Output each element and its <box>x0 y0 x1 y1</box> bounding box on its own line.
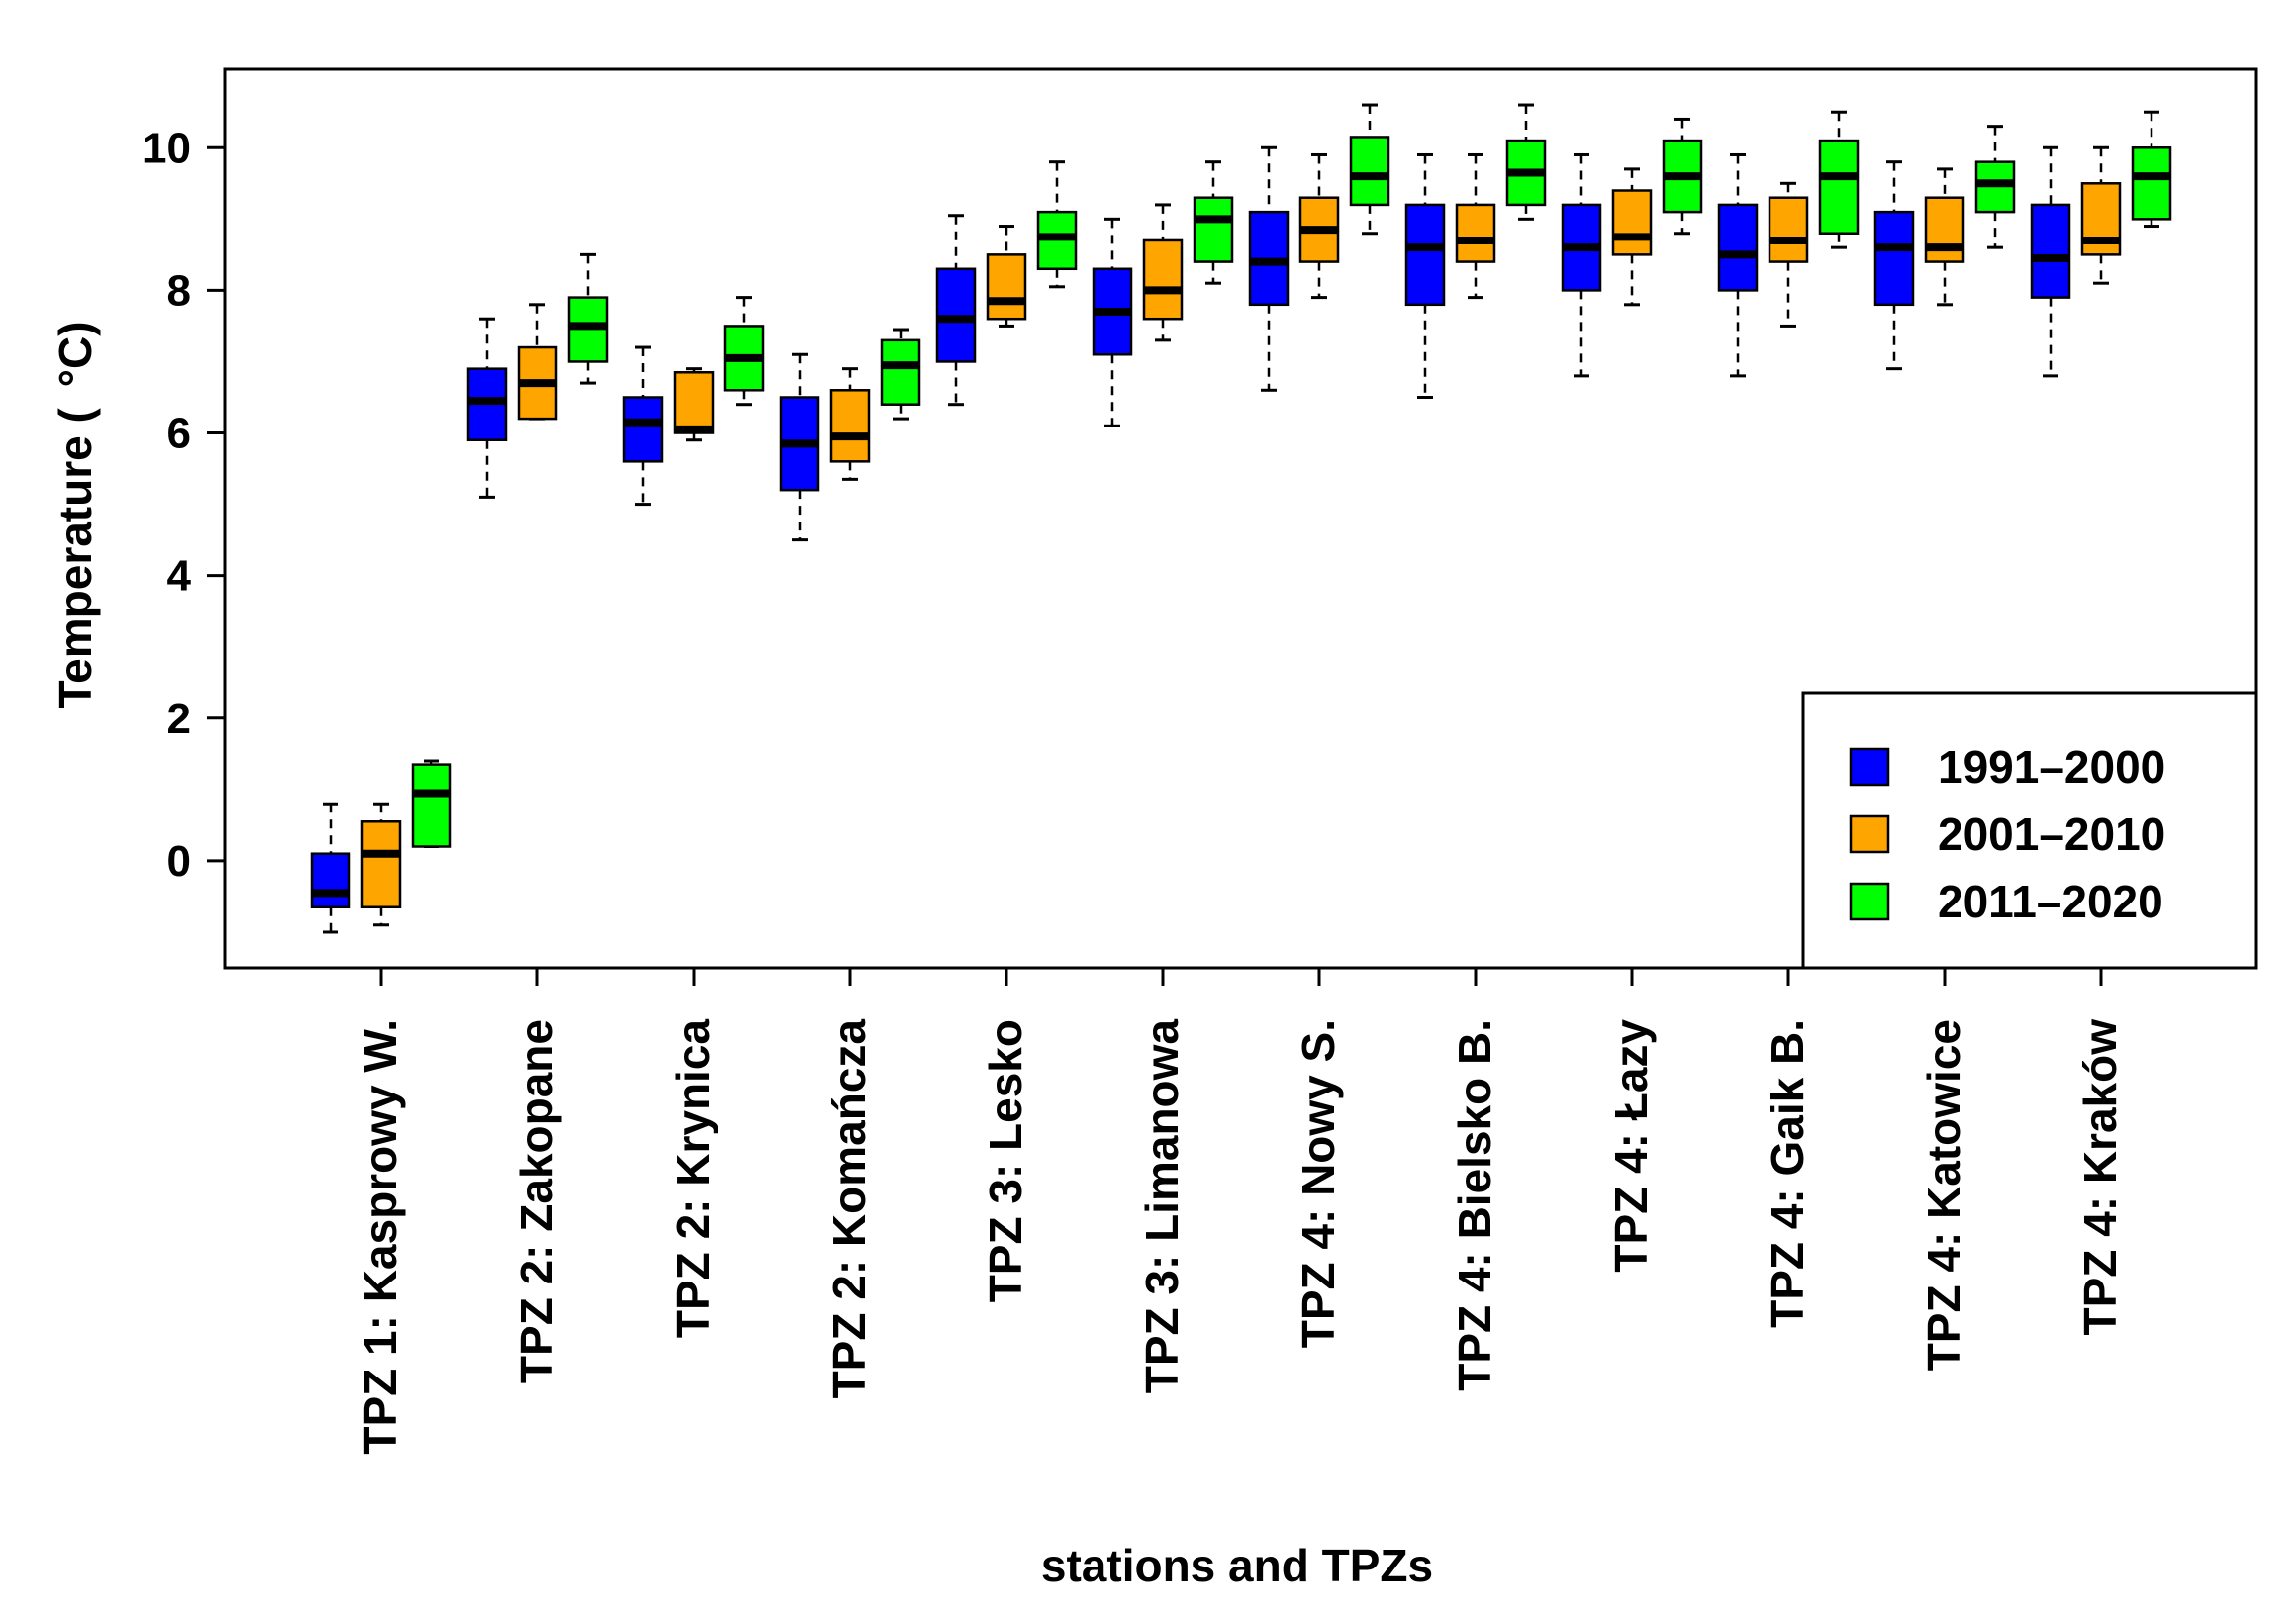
box-2-9 <box>1818 110 1860 249</box>
legend-swatch <box>1849 882 1890 921</box>
box-body <box>1873 210 1915 307</box>
x-tick-label: TPZ 4: Gaik B. <box>1762 1019 1813 1328</box>
legend-label: 2011–2020 <box>1938 876 2163 927</box>
box-0-3 <box>779 352 820 542</box>
box-0-5 <box>1092 217 1133 428</box>
box-0-10 <box>1873 160 1915 371</box>
box-2-1 <box>567 252 609 385</box>
y-axis-label-unit: °C) <box>49 321 101 387</box>
box-1-9 <box>1768 181 1809 328</box>
x-tick-label: TPZ 4: Kraków <box>2074 1019 2126 1336</box>
box-0-1 <box>466 317 508 499</box>
box-2-0 <box>411 759 452 848</box>
x-axis-label: stations and TPZs <box>1041 1540 1433 1591</box>
y-tick-label: 8 <box>167 266 191 315</box>
x-tick-label: TPZ 3: Lesko <box>980 1019 1031 1302</box>
box-2-2 <box>723 296 765 407</box>
box-body <box>673 371 715 434</box>
box-body <box>1404 203 1446 307</box>
box-2-3 <box>880 328 921 421</box>
box-body <box>1349 136 1390 207</box>
box-body <box>829 389 871 463</box>
legend-label: 2001–2010 <box>1938 808 2165 860</box>
box-body <box>1768 196 1809 263</box>
x-axis: TPZ 1: Kasprowy W. TPZ 2: Zakopane TPZ 2: … <box>354 968 2126 1455</box>
box-body <box>1924 196 1965 263</box>
box-body <box>1611 189 1653 256</box>
box-1-0 <box>360 802 402 927</box>
box-0-11 <box>2030 145 2071 378</box>
box-0-4 <box>935 214 977 407</box>
box-body <box>880 338 921 406</box>
x-tick-label: TPZ 3: Limanowa <box>1136 1019 1188 1394</box>
box-1-11 <box>2080 145 2122 285</box>
box-body <box>360 820 402 908</box>
legend-swatch <box>1849 814 1890 854</box>
box-1-8 <box>1611 167 1653 307</box>
box-0-0 <box>310 802 351 934</box>
box-2-7 <box>1505 103 1547 221</box>
x-tick-label: TPZ 4: Katowice <box>1918 1019 1969 1371</box>
box-0-2 <box>622 345 664 507</box>
box-0-8 <box>1561 152 1602 378</box>
box-body <box>1818 139 1860 235</box>
x-tick-label: TPZ 4: Nowy S. <box>1292 1019 1344 1348</box>
box-body <box>1142 238 1184 321</box>
x-tick-label: TPZ 4: Łazy <box>1605 1019 1657 1273</box>
box-1-7 <box>1455 152 1496 300</box>
box-body <box>2131 146 2172 221</box>
box-body <box>986 253 1027 321</box>
x-tick-label: TPZ 4: Bielsko B. <box>1449 1019 1500 1391</box>
box-body <box>1193 196 1234 263</box>
y-axis: 0 2 4 6 8 10 <box>143 124 225 886</box>
y-tick-label: 4 <box>167 552 192 601</box>
y-axis-label: Temperature ( °C) <box>49 321 101 708</box>
box-0-7 <box>1404 152 1446 399</box>
box-2-6 <box>1349 103 1390 236</box>
y-tick-label: 10 <box>143 124 191 172</box>
box-1-2 <box>673 367 715 442</box>
x-tick-label: TPZ 1: Kasprowy W. <box>354 1019 406 1455</box>
box-body <box>1455 203 1496 263</box>
plot-frame <box>223 67 2258 970</box>
box-0-6 <box>1248 145 1290 392</box>
box-1-1 <box>517 303 558 421</box>
x-tick-label: TPZ 2: Krynica <box>667 1019 718 1339</box>
box-2-10 <box>1974 125 2016 249</box>
box-1-3 <box>829 367 871 481</box>
box-body <box>310 852 351 908</box>
legend-label: 1991–2000 <box>1938 741 2165 793</box>
box-2-11 <box>2131 110 2172 229</box>
legend-swatch <box>1849 747 1890 787</box>
box-0-9 <box>1717 152 1759 378</box>
box-body <box>622 396 664 463</box>
box-2-4 <box>1036 160 1078 289</box>
plot-layer <box>310 103 2172 934</box>
box-2-5 <box>1193 160 1234 285</box>
y-tick-label: 6 <box>167 410 191 458</box>
box-body <box>411 763 452 848</box>
y-tick-label: 2 <box>167 695 191 743</box>
y-tick-label: 0 <box>167 837 191 886</box>
box-1-6 <box>1298 152 1340 300</box>
y-axis-label-main: Temperature ( <box>49 408 101 709</box>
box-body <box>2030 203 2071 299</box>
box-1-10 <box>1924 167 1965 307</box>
x-tick-label: TPZ 2: Zakopane <box>511 1019 562 1383</box>
box-body <box>1717 203 1759 292</box>
x-tick-label: TPZ 2: Komańcza <box>823 1019 875 1399</box>
legend: 1991–2000 2001–2010 2011–2020 <box>1801 691 2258 970</box>
box-1-5 <box>1142 203 1184 342</box>
box-2-8 <box>1662 117 1703 236</box>
legend-entries: 1991–2000 2001–2010 2011–2020 <box>1849 741 2165 927</box>
box-1-4 <box>986 225 1027 328</box>
